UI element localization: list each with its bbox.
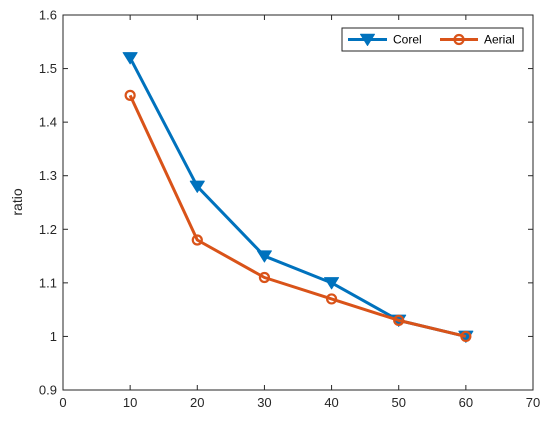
y-tick-label: 1.6 bbox=[39, 8, 57, 23]
x-tick-label: 0 bbox=[59, 395, 66, 410]
data-point-aerial bbox=[191, 234, 203, 246]
data-point-aerial bbox=[460, 330, 472, 343]
x-tick-label: 40 bbox=[324, 395, 338, 410]
legend-box bbox=[341, 27, 524, 52]
data-point-aerial bbox=[258, 271, 271, 284]
x-axis: 0 10 20 30 40 50 60 70 bbox=[59, 15, 540, 410]
x-tick-label: 30 bbox=[257, 395, 271, 410]
x-tick-label: 10 bbox=[123, 395, 137, 410]
x-tick-label: 50 bbox=[391, 395, 405, 410]
data-point-aerial bbox=[124, 89, 136, 101]
y-tick-label: 1.5 bbox=[39, 61, 57, 76]
x-tick-label: 20 bbox=[190, 395, 204, 410]
y-axis: 0.9 1 1.1 1.2 1.3 1.4 1.5 1.6 bbox=[39, 8, 533, 398]
y-axis-label: ratio bbox=[9, 188, 25, 215]
x-tick-label: 60 bbox=[459, 395, 473, 410]
data-point-corel bbox=[324, 277, 340, 290]
data-point-aerial bbox=[325, 293, 338, 305]
y-tick-label: 1.1 bbox=[39, 275, 57, 290]
legend-label: Aerial bbox=[484, 33, 515, 47]
x-tick-label: 70 bbox=[526, 395, 540, 410]
data-point-corel bbox=[122, 52, 138, 65]
series-layer bbox=[122, 52, 474, 343]
y-tick-label: 0.9 bbox=[39, 383, 57, 398]
legend-marker bbox=[453, 33, 465, 46]
y-tick-label: 1.3 bbox=[39, 168, 57, 183]
y-tick-label: 1.2 bbox=[39, 222, 57, 237]
data-point-corel bbox=[189, 180, 205, 193]
legend-item-corel: Corel bbox=[348, 33, 422, 47]
legend-item-aerial: Aerial bbox=[440, 33, 515, 47]
series-aerial bbox=[124, 89, 472, 343]
y-tick-label: 1 bbox=[50, 329, 57, 344]
legend: Corel Aerial bbox=[341, 27, 524, 52]
y-tick-label: 1.4 bbox=[39, 115, 57, 130]
series-line-aerial bbox=[128, 94, 467, 338]
legend-label: Corel bbox=[393, 33, 422, 47]
data-point-corel bbox=[256, 250, 272, 263]
data-point-aerial bbox=[393, 314, 405, 326]
legend-marker bbox=[360, 33, 375, 46]
